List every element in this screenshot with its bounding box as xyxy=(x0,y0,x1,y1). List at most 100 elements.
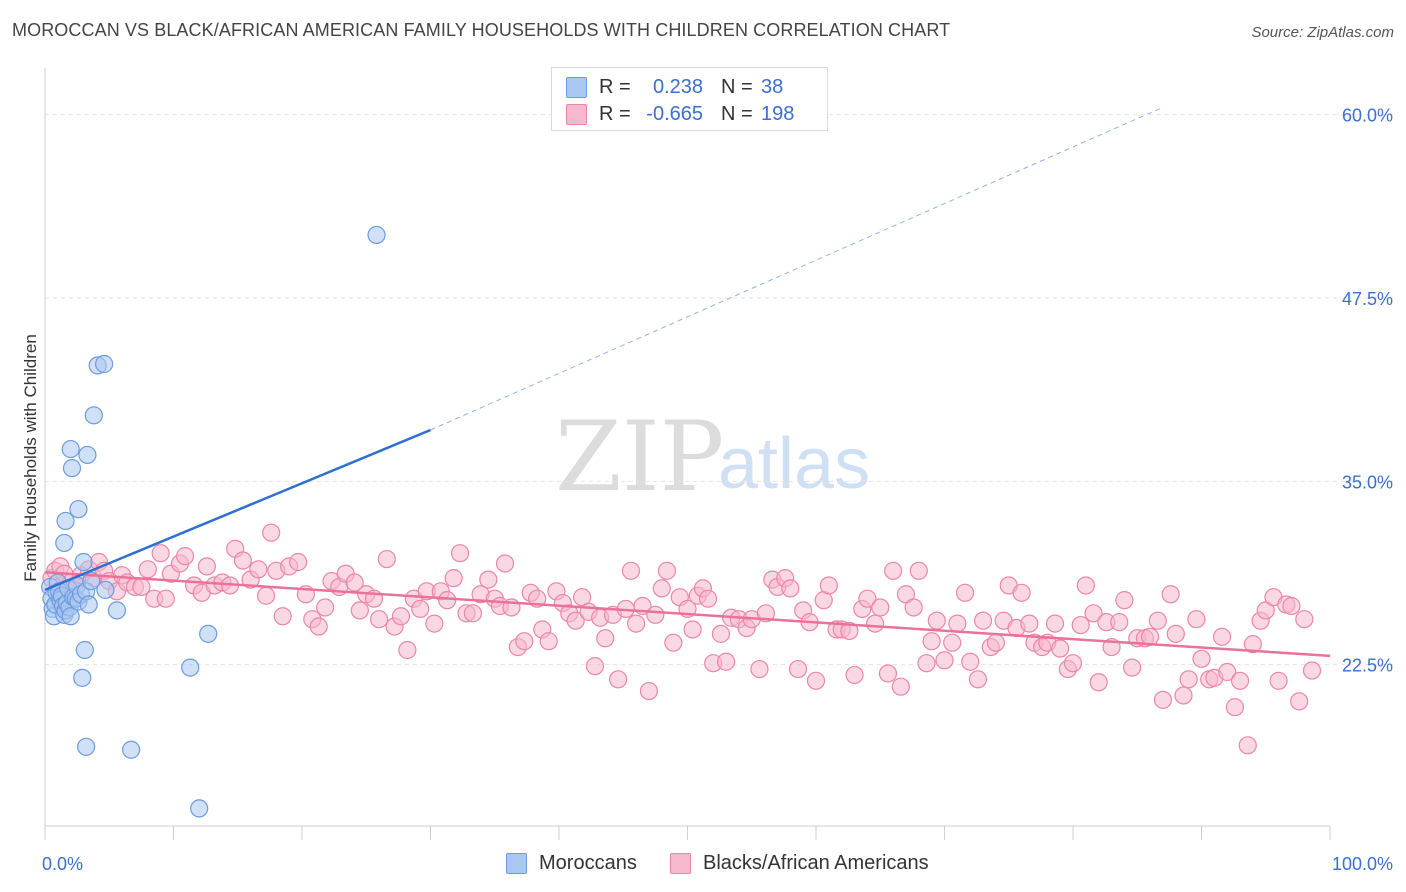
black-african-american-point xyxy=(858,589,877,608)
moroccan-point xyxy=(84,406,103,425)
black-african-american-point xyxy=(1115,591,1134,610)
moroccan-point xyxy=(55,533,74,553)
black-african-american-point xyxy=(986,633,1006,652)
legend-r-value: 0.238 xyxy=(652,75,703,98)
black-african-american-point xyxy=(391,607,411,626)
black-african-american-point xyxy=(370,610,389,629)
black-african-american-point xyxy=(444,569,463,588)
black-african-american-point xyxy=(891,677,910,696)
black-african-american-point xyxy=(806,671,826,690)
moroccan-point xyxy=(73,668,92,687)
black-african-american-point xyxy=(621,561,641,580)
black-african-american-point xyxy=(1238,736,1257,755)
trend-line-moroccans-extension xyxy=(430,106,1164,431)
black-african-american-point xyxy=(871,598,890,617)
legend-n-value: 198 xyxy=(761,102,795,125)
moroccan-point xyxy=(367,225,386,245)
black-african-american-point xyxy=(377,549,396,569)
black-african-american-point xyxy=(904,598,923,617)
moroccan-point xyxy=(96,580,115,599)
legend-swatch-blue xyxy=(506,853,527,874)
black-african-american-point xyxy=(197,557,217,576)
black-african-american-point xyxy=(398,640,417,660)
black-african-american-point xyxy=(1174,686,1193,705)
black-african-american-point xyxy=(664,633,683,652)
black-african-american-point xyxy=(1218,662,1237,682)
black-african-american-point xyxy=(1153,690,1173,709)
black-african-american-point xyxy=(233,551,252,570)
moroccan-point xyxy=(77,737,96,756)
moroccan-point xyxy=(56,511,75,531)
black-african-american-point xyxy=(289,552,308,572)
y-tick-label: 22.5% xyxy=(1342,656,1393,676)
black-african-american-point xyxy=(411,599,430,619)
black-african-american-point xyxy=(750,659,769,679)
y-axis-label: Family Households with Children xyxy=(21,334,40,582)
x-tick-label: 0.0% xyxy=(42,854,83,874)
black-african-american-point xyxy=(425,614,444,633)
moroccan-point xyxy=(61,607,80,626)
black-african-american-point xyxy=(845,665,864,685)
black-african-american-point xyxy=(878,664,898,683)
black-african-american-point xyxy=(1179,670,1198,689)
black-african-american-point xyxy=(273,607,292,626)
legend-item-blacks: Blacks/African Americans xyxy=(670,852,929,875)
black-african-american-point xyxy=(316,598,335,617)
black-african-american-point xyxy=(1302,661,1322,680)
black-african-american-point xyxy=(711,624,731,643)
black-african-american-point xyxy=(1110,613,1129,632)
black-african-american-point xyxy=(788,659,808,679)
black-african-american-point xyxy=(917,654,936,673)
black-african-american-point xyxy=(1071,615,1090,635)
moroccan-point xyxy=(61,439,80,459)
black-african-american-point xyxy=(1051,639,1070,658)
black-african-american-point xyxy=(1123,658,1142,677)
black-african-american-point xyxy=(262,523,281,542)
black-african-american-point xyxy=(781,579,800,598)
moroccan-point xyxy=(95,354,114,374)
black-african-american-point xyxy=(515,632,534,651)
black-african-american-point xyxy=(840,621,859,641)
y-tick-label: 60.0% xyxy=(1342,106,1393,126)
black-african-american-point xyxy=(866,614,885,633)
black-african-american-point xyxy=(1225,698,1245,717)
black-african-american-point xyxy=(652,579,671,598)
chart-title: MOROCCAN VS BLACK/AFRICAN AMERICAN FAMIL… xyxy=(12,20,951,40)
legend-row-blacks: R = -0.665 N = 198 xyxy=(566,101,794,127)
black-african-american-point xyxy=(968,670,988,689)
legend-r-label: R = xyxy=(599,102,631,125)
legend-item-moroccans: Moroccans xyxy=(506,852,637,875)
black-african-american-point xyxy=(698,589,718,608)
black-african-american-point xyxy=(1192,649,1211,668)
black-african-american-point xyxy=(657,561,677,580)
trend-line-moroccans xyxy=(44,428,431,592)
black-african-american-point xyxy=(1282,596,1301,616)
black-african-american-point xyxy=(973,611,993,630)
black-african-american-point xyxy=(646,605,665,624)
correlation-legend: R = 0.238 N = 38 R = -0.665 N = 198 xyxy=(551,67,828,131)
black-african-american-point xyxy=(756,604,775,623)
series-legend: Moroccans Blacks/African Americans xyxy=(0,852,1406,878)
black-african-american-point xyxy=(156,589,175,608)
legend-row-moroccans: R = 0.238 N = 38 xyxy=(566,74,783,100)
black-african-american-point xyxy=(1295,610,1314,629)
moroccan-point xyxy=(75,640,94,660)
black-african-american-point xyxy=(495,554,515,573)
legend-label: Moroccans xyxy=(539,852,637,874)
legend-n-label: N = xyxy=(721,75,753,98)
black-african-american-point xyxy=(1230,671,1250,690)
black-african-american-point xyxy=(948,614,967,633)
moroccan-point xyxy=(199,624,218,643)
legend-n-value: 38 xyxy=(761,75,784,98)
black-african-american-point xyxy=(609,670,628,689)
black-african-american-point xyxy=(1012,583,1031,602)
moroccan-point xyxy=(121,740,141,759)
black-african-american-point xyxy=(1243,635,1263,654)
black-african-american-point xyxy=(935,651,954,670)
black-african-american-point xyxy=(922,632,941,651)
moroccan-point xyxy=(181,658,200,677)
black-african-american-point xyxy=(1166,624,1185,643)
black-african-american-point xyxy=(345,573,364,592)
black-african-american-point xyxy=(1148,611,1167,630)
